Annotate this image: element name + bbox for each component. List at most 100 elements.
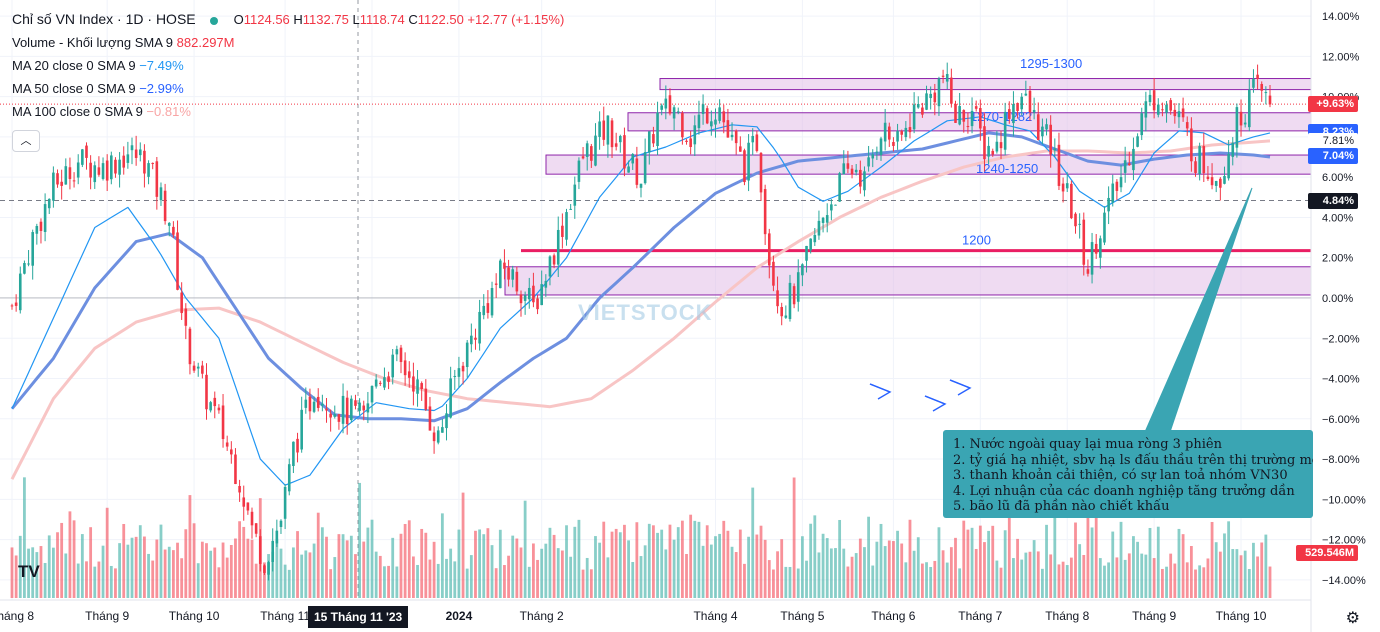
legend-ma20-row[interactable]: MA 20 close 0 SMA 9 −7.49% <box>12 54 564 77</box>
legend-volume-row[interactable]: Volume - Khối lượng SMA 9 882.297M <box>12 31 564 54</box>
candle-body <box>1065 183 1069 189</box>
candle-body <box>52 172 55 201</box>
ma50-line <box>10 131 1271 423</box>
volume-bar <box>941 550 945 598</box>
candle-body <box>1248 89 1251 128</box>
candle-body <box>412 376 415 392</box>
candle-body <box>89 162 92 178</box>
volume-bar <box>631 562 635 598</box>
volume-bar <box>879 523 883 598</box>
volume-bar <box>738 529 742 598</box>
candle-body <box>991 150 995 155</box>
candle-body <box>867 157 870 167</box>
collapse-legend-button[interactable]: ︿ <box>12 130 40 152</box>
volume-bar <box>138 525 142 598</box>
candle-body <box>548 256 552 277</box>
volume-bar <box>656 532 659 598</box>
candle-body <box>929 93 932 99</box>
candle-body <box>362 405 366 411</box>
volume-bar <box>751 487 755 598</box>
volume-bar <box>1156 526 1160 598</box>
candle-body <box>213 397 217 407</box>
x-tick-label: Tháng 9 <box>85 609 129 623</box>
volume-bar <box>85 561 88 598</box>
candle-body <box>155 161 159 197</box>
volume-value: 882.297M <box>176 35 235 50</box>
volume-bar <box>800 536 804 598</box>
candle-body <box>81 149 84 165</box>
volume-bar <box>424 532 428 598</box>
volume-bar <box>478 529 482 598</box>
candle-body <box>341 395 345 424</box>
gear-icon[interactable]: ⚙ <box>1345 610 1360 627</box>
volume-bar <box>221 542 225 598</box>
candle-body <box>1074 213 1077 227</box>
candle-body <box>714 119 717 125</box>
volume-bar <box>647 523 651 598</box>
candle-body <box>1003 111 1007 150</box>
volume-bar <box>602 521 606 598</box>
y-tick-label: 2.00% <box>1322 253 1353 265</box>
volume-bar <box>225 557 229 598</box>
volume-bar <box>623 524 626 598</box>
volume-bar <box>949 547 953 598</box>
x-tick-label: 2024 <box>446 609 473 623</box>
volume-bar <box>709 544 713 598</box>
volume-bar <box>1264 534 1268 598</box>
candle-body <box>643 152 647 184</box>
candle-body <box>970 110 974 127</box>
candle-body <box>1103 212 1106 243</box>
volume-bar <box>440 513 444 598</box>
volume-bar <box>850 556 854 598</box>
candle-body <box>1243 122 1247 125</box>
volume-bar <box>1078 544 1082 598</box>
volume-bar <box>614 528 618 598</box>
candle-body <box>1049 124 1052 155</box>
y-tick-label: −8.00% <box>1322 454 1360 466</box>
volume-bar <box>105 507 109 598</box>
volume-bar <box>1065 565 1069 598</box>
watermark-logo: VIETSTOCK <box>578 300 713 325</box>
volume-bar <box>482 534 486 598</box>
volume-bar <box>114 568 117 598</box>
tradingview-logo-icon[interactable]: TV <box>18 562 40 581</box>
candle-body <box>68 167 72 179</box>
x-tick-label: Tháng 2 <box>520 609 564 623</box>
volume-bar <box>627 540 630 598</box>
support-label: 1200 <box>962 233 991 248</box>
candle-body <box>908 127 912 133</box>
volume-bar <box>436 563 440 598</box>
candle-body <box>147 163 150 177</box>
analysis-note[interactable]: 1. Nước ngoài quay lại mua ròng 3 phiên … <box>943 430 1313 518</box>
volume-bar <box>89 527 93 598</box>
candle-body <box>1115 181 1119 191</box>
symbol-title[interactable]: Chỉ số VN Index · 1D · HOSE <box>12 11 196 27</box>
legend-ma100-row[interactable]: MA 100 close 0 SMA 9 −0.81% <box>12 100 564 123</box>
candle-body <box>10 305 14 307</box>
candle-body <box>825 215 829 223</box>
volume-bar <box>1098 558 1102 598</box>
candle-body <box>647 131 651 153</box>
candle-body <box>1214 180 1218 186</box>
legend-symbol-row[interactable]: Chỉ số VN Index · 1D · HOSE O1124.56 H113… <box>12 8 564 31</box>
volume-bar <box>1227 521 1231 598</box>
candle-body <box>1190 128 1193 162</box>
zone-label: 1270-1282 <box>970 109 1032 124</box>
candle-body <box>726 120 730 138</box>
volume-bar <box>308 552 312 598</box>
candle-body <box>701 104 705 115</box>
candle-body <box>718 107 721 121</box>
y-tick-label: −12.00% <box>1322 535 1366 547</box>
candle-body <box>209 402 212 411</box>
volume-bar <box>1223 533 1226 598</box>
volume-bar <box>1053 494 1057 598</box>
legend-ma50-row[interactable]: MA 50 close 0 SMA 9 −2.99% <box>12 77 564 100</box>
candle-body <box>85 145 88 158</box>
candle-body <box>859 169 862 187</box>
ma50-label: MA 50 close 0 SMA 9 <box>12 81 136 96</box>
candle-body <box>1206 176 1210 180</box>
candle-body <box>565 212 568 240</box>
volume-bar <box>846 566 850 598</box>
